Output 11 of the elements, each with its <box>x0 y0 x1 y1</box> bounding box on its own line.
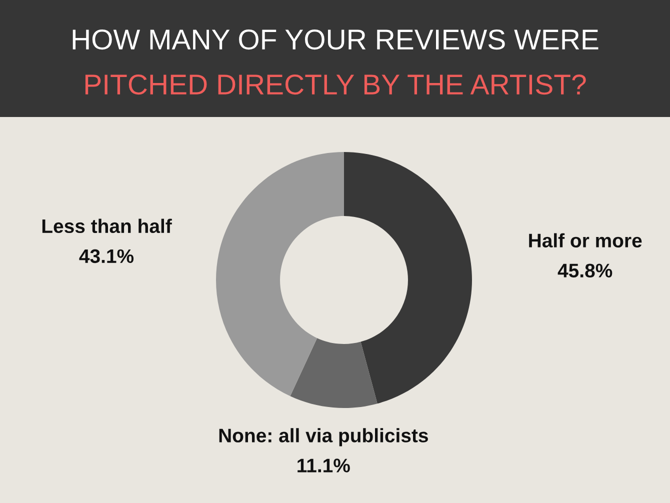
donut-slice <box>216 152 344 396</box>
donut-slice <box>344 152 472 404</box>
data-label: 45.8% <box>558 264 612 278</box>
chart-title: HOW MANY OF YOUR REVIEWS WERE <box>72 29 598 50</box>
donut-slice <box>290 338 378 408</box>
data-label: 11.1% <box>298 458 350 472</box>
data-label: 43.1% <box>79 249 134 264</box>
slice-label: Less than half <box>42 218 172 234</box>
slice-label: None: all via publicists <box>219 428 428 446</box>
slice-label: Half or more <box>529 233 642 248</box>
chart-subtitle: PITCHED DIRECTLY BY THE ARTIST? <box>85 74 586 95</box>
